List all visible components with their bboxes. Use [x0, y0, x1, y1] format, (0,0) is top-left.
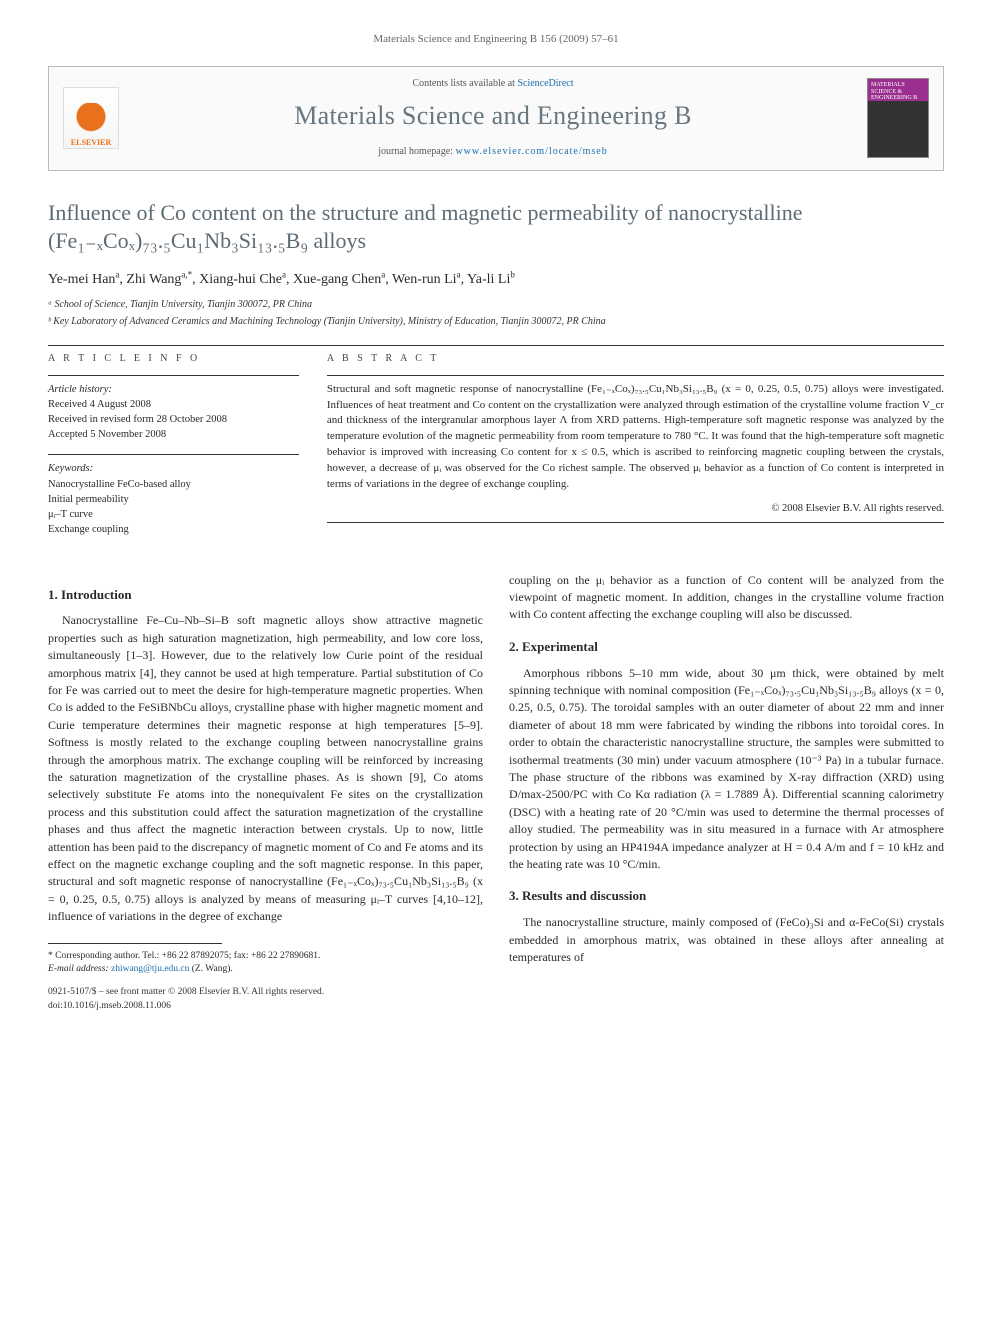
sciencedirect-link[interactable]: ScienceDirect	[517, 78, 573, 89]
section-3-heading: 3. Results and discussion	[509, 887, 944, 906]
keyword-3: μᵢ–T curve	[48, 509, 93, 520]
history-label: Article history:	[48, 384, 112, 395]
doi-line: doi:10.1016/j.mseb.2008.11.006	[48, 1000, 483, 1014]
section-2-heading: 2. Experimental	[509, 638, 944, 657]
elsevier-tree-icon	[76, 103, 106, 137]
contents-line: Contents lists available at ScienceDirec…	[133, 77, 853, 92]
elsevier-label: ELSEVIER	[71, 137, 111, 149]
running-head: Materials Science and Engineering B 156 …	[48, 32, 944, 48]
rule-abs-1	[327, 375, 944, 376]
keyword-2: Initial permeability	[48, 494, 129, 505]
article-title: Influence of Co content on the structure…	[48, 199, 944, 256]
front-matter-line: 0921-5107/$ – see front matter © 2008 El…	[48, 986, 483, 1000]
history-revised: Received in revised form 28 October 2008	[48, 414, 227, 425]
keyword-1: Nanocrystalline FeCo-based alloy	[48, 479, 191, 490]
abstract-heading: A B S T R A C T	[327, 352, 944, 367]
journal-name: Materials Science and Engineering B	[133, 97, 853, 135]
header-center: Contents lists available at ScienceDirec…	[133, 77, 853, 160]
footnotes: * Corresponding author. Tel.: +86 22 878…	[48, 950, 483, 976]
abstract-copyright: © 2008 Elsevier B.V. All rights reserved…	[327, 501, 944, 516]
section-1-para-1: Nanocrystalline Fe–Cu–Nb–Si–B soft magne…	[48, 612, 483, 925]
email-line: E-mail address: zhiwang@tju.edu.cn (Z. W…	[48, 963, 483, 976]
section-3-para-1: The nanocrystalline structure, mainly co…	[509, 914, 944, 966]
journal-header: ELSEVIER Contents lists available at Sci…	[48, 66, 944, 171]
info-abstract-row: A R T I C L E I N F O Article history: R…	[48, 352, 944, 549]
abstract-text: Structural and soft magnetic response of…	[327, 382, 944, 494]
authors-line: Ye-mei Hana, Zhi Wanga,*, Xiang-hui Chea…	[48, 270, 944, 290]
corresponding-author: * Corresponding author. Tel.: +86 22 878…	[48, 950, 483, 963]
email-label: E-mail address:	[48, 964, 109, 974]
rule-info-1	[48, 375, 299, 376]
section-1-heading: 1. Introduction	[48, 586, 483, 605]
homepage-line: journal homepage: www.elsevier.com/locat…	[133, 145, 853, 160]
homepage-prefix: journal homepage:	[378, 146, 455, 157]
email-link[interactable]: zhiwang@tju.edu.cn	[111, 964, 189, 974]
rule-info-2	[48, 454, 299, 455]
article-history-block: Article history: Received 4 August 2008 …	[48, 382, 299, 443]
section-1-para-1b: coupling on the μᵢ behavior as a functio…	[509, 572, 944, 624]
keywords-label: Keywords:	[48, 463, 93, 474]
rule-abs-2	[327, 522, 944, 523]
elsevier-logo: ELSEVIER	[63, 87, 119, 149]
contents-prefix: Contents lists available at	[412, 78, 517, 89]
affiliation-a: ᵃ School of Science, Tianjin University,…	[48, 298, 944, 313]
affiliation-b: ᵇ Key Laboratory of Advanced Ceramics an…	[48, 315, 944, 330]
history-accepted: Accepted 5 November 2008	[48, 429, 166, 440]
affiliations: ᵃ School of Science, Tianjin University,…	[48, 298, 944, 329]
abstract-column: A B S T R A C T Structural and soft magn…	[327, 352, 944, 549]
email-suffix: (Z. Wang).	[192, 964, 233, 974]
footnote-separator	[48, 943, 222, 944]
body-columns: 1. Introduction Nanocrystalline Fe–Cu–Nb…	[48, 572, 944, 1014]
keywords-block: Keywords: Nanocrystalline FeCo-based all…	[48, 461, 299, 537]
footer-meta: 0921-5107/$ – see front matter © 2008 El…	[48, 986, 483, 1014]
keyword-4: Exchange coupling	[48, 524, 129, 535]
homepage-link[interactable]: www.elsevier.com/locate/mseb	[455, 146, 607, 157]
article-info-column: A R T I C L E I N F O Article history: R…	[48, 352, 299, 549]
history-received: Received 4 August 2008	[48, 399, 151, 410]
journal-cover-thumbnail: MATERIALS SCIENCE & ENGINEERING B	[867, 78, 929, 158]
section-2-para-1: Amorphous ribbons 5–10 mm wide, about 30…	[509, 665, 944, 874]
article-info-heading: A R T I C L E I N F O	[48, 352, 299, 367]
rule-top	[48, 345, 944, 346]
